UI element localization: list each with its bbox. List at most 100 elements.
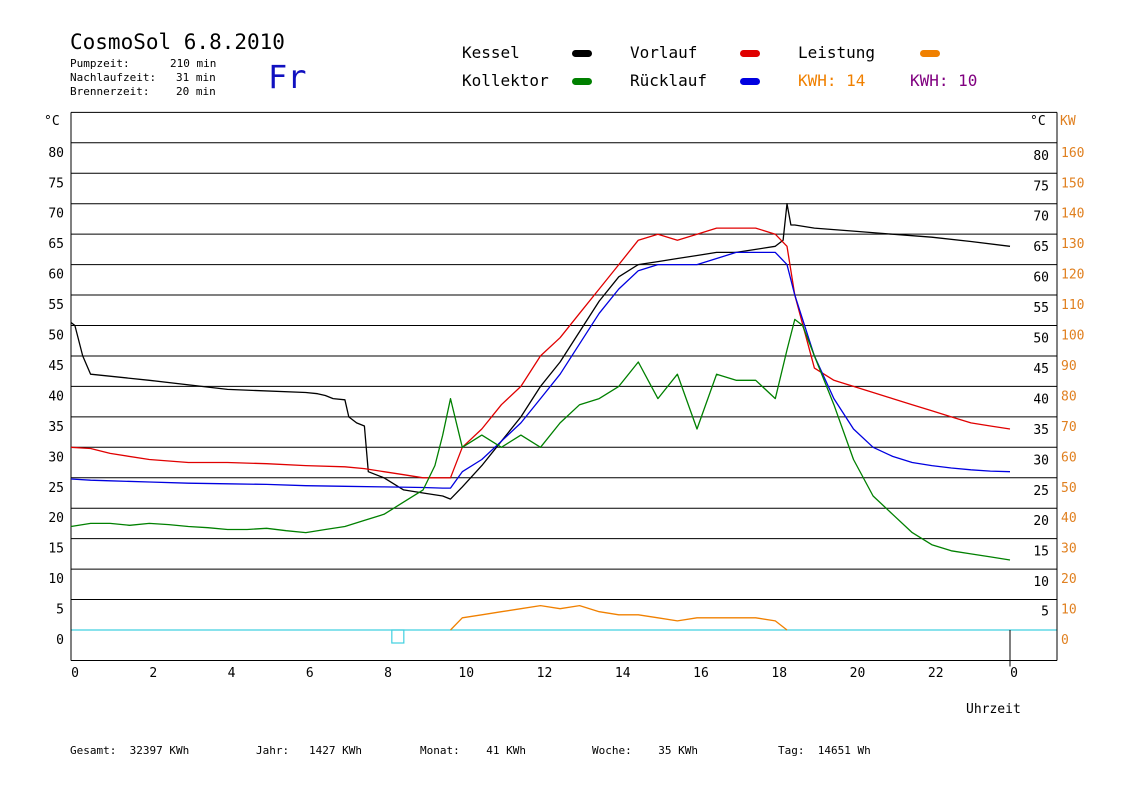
footer-label: Woche: bbox=[592, 744, 632, 757]
y-right-tick-label: 30 bbox=[1033, 453, 1049, 468]
weekday-label: Fr bbox=[268, 58, 307, 96]
y-tick-label: 0 bbox=[56, 633, 64, 648]
x-tick-label: 22 bbox=[928, 666, 944, 681]
series-kollektor bbox=[70, 318, 1011, 561]
x-tick-label: 6 bbox=[306, 666, 314, 681]
legend-kessel-swatch bbox=[572, 50, 592, 57]
y2-tick-label: 70 bbox=[1061, 420, 1077, 435]
y-right-tick-label: 15 bbox=[1033, 545, 1049, 560]
y-right-tick-label: 65 bbox=[1033, 240, 1049, 255]
footer-woche: Woche: 35 KWh bbox=[592, 744, 698, 757]
footer-value: 1427 KWh bbox=[309, 744, 362, 757]
info-label: Pumpzeit: bbox=[70, 57, 130, 70]
y-right-tick-label: 55 bbox=[1033, 301, 1049, 316]
legend-ruecklauf-swatch bbox=[740, 78, 760, 85]
y-right-tick-label: 10 bbox=[1033, 575, 1049, 590]
x-tick-label: 2 bbox=[149, 666, 157, 681]
series-leistung bbox=[450, 604, 788, 631]
info-nachlaufzeit: Nachlaufzeit: 31 min bbox=[70, 71, 216, 85]
x-tick-label: 20 bbox=[850, 666, 866, 681]
y2-tick-label: 110 bbox=[1061, 298, 1084, 313]
info-pumpzeit: Pumpzeit: 210 min bbox=[70, 57, 216, 71]
y-tick-label: 75 bbox=[48, 176, 64, 191]
footer-label: Monat: bbox=[420, 744, 460, 757]
y-tick-label: 60 bbox=[48, 268, 64, 283]
legend-ruecklauf: Rücklauf bbox=[630, 71, 708, 90]
x-tick-label: 8 bbox=[384, 666, 392, 681]
legend-kessel: Kessel bbox=[462, 43, 520, 62]
legend-kollektor: Kollektor bbox=[462, 71, 549, 90]
legend-vorlauf: Vorlauf bbox=[630, 43, 698, 62]
axes bbox=[70, 112, 1058, 667]
grid bbox=[71, 111, 1057, 631]
y-right-tick-label: 5 bbox=[1041, 605, 1049, 620]
y2-tick-label: 10 bbox=[1061, 603, 1077, 618]
y2-tick-label: 40 bbox=[1061, 511, 1077, 526]
series-kessel bbox=[70, 203, 1011, 500]
footer-jahr: Jahr: 1427 KWh bbox=[256, 744, 362, 757]
x-tick-label: 18 bbox=[771, 666, 787, 681]
y-right-tick-label: 70 bbox=[1033, 210, 1049, 225]
series-rücklauf bbox=[70, 251, 1011, 489]
y-tick-label: 25 bbox=[48, 481, 64, 496]
y2-tick-label: 20 bbox=[1061, 572, 1077, 587]
y-tick-label: 10 bbox=[48, 572, 64, 587]
y-right-unit: °C bbox=[1030, 114, 1046, 129]
y2-tick-label: 30 bbox=[1061, 542, 1077, 557]
y-tick-label: 65 bbox=[48, 237, 64, 252]
y2-tick-label: 80 bbox=[1061, 389, 1077, 404]
y-tick-label: 20 bbox=[48, 511, 64, 526]
y2-tick-label: 0 bbox=[1061, 633, 1069, 648]
info-brennerzeit: Brennerzeit: 20 min bbox=[70, 85, 216, 99]
legend-kollektor-swatch bbox=[572, 78, 592, 85]
y2-tick-label: 120 bbox=[1061, 268, 1084, 283]
footer-label: Tag: bbox=[778, 744, 805, 757]
y-tick-label: 30 bbox=[48, 450, 64, 465]
y-right-tick-label: 50 bbox=[1033, 332, 1049, 347]
x-tick-label: 14 bbox=[615, 666, 631, 681]
y-tick-label: 15 bbox=[48, 542, 64, 557]
x-tick-label: 16 bbox=[693, 666, 709, 681]
time-marker bbox=[391, 629, 405, 644]
y-tick-label: 45 bbox=[48, 359, 64, 374]
info-value: 20 min bbox=[176, 85, 216, 98]
footer-value: 41 KWh bbox=[486, 744, 526, 757]
y2-tick-label: 90 bbox=[1061, 359, 1077, 374]
footer-tag: Tag: 14651 Wh bbox=[778, 744, 871, 757]
legend-leistung-swatch bbox=[920, 50, 940, 57]
y-tick-label: 55 bbox=[48, 298, 64, 313]
y-tick-label: 80 bbox=[48, 146, 64, 161]
y-tick-label: 70 bbox=[48, 207, 64, 222]
y2-tick-label: 60 bbox=[1061, 450, 1077, 465]
x-tick-label: 0 bbox=[1010, 666, 1018, 681]
footer-label: Jahr: bbox=[256, 744, 290, 757]
x-tick-label: 4 bbox=[228, 666, 236, 681]
series-vorlauf bbox=[70, 227, 1011, 479]
legend-vorlauf-swatch bbox=[740, 50, 760, 57]
y-right2-unit: KW bbox=[1060, 114, 1076, 129]
info-label: Nachlaufzeit: bbox=[70, 71, 157, 84]
y-right-tick-label: 75 bbox=[1033, 179, 1049, 194]
y-right-tick-label: 45 bbox=[1033, 362, 1049, 377]
x-tick-label: 10 bbox=[458, 666, 474, 681]
footer-gesamt: Gesamt: 32397 KWh bbox=[70, 744, 189, 757]
chart-title: CosmoSol 6.8.2010 bbox=[70, 30, 285, 54]
y2-tick-label: 130 bbox=[1061, 237, 1084, 252]
info-value: 31 min bbox=[176, 71, 216, 84]
y2-tick-label: 140 bbox=[1061, 207, 1084, 222]
y-tick-label: 5 bbox=[56, 603, 64, 618]
info-value: 210 min bbox=[170, 57, 217, 70]
legend-kwh-2: KWH: 10 bbox=[910, 71, 977, 90]
footer-value: 14651 Wh bbox=[817, 744, 871, 757]
tick-labels: 0510152025303540455055606570758051015202… bbox=[48, 146, 1084, 681]
kwh-value: 10 bbox=[958, 71, 978, 90]
footer-monat: Monat: 41 KWh bbox=[420, 744, 526, 757]
y-right-tick-label: 60 bbox=[1033, 271, 1049, 286]
footer-value: 35 KWh bbox=[658, 744, 698, 757]
y-right-tick-label: 40 bbox=[1033, 392, 1049, 407]
y-left-unit: °C bbox=[44, 114, 60, 129]
y-right-tick-label: 25 bbox=[1033, 484, 1049, 499]
y-right-tick-label: 35 bbox=[1033, 423, 1049, 438]
kwh-label: KWH: bbox=[910, 71, 949, 90]
